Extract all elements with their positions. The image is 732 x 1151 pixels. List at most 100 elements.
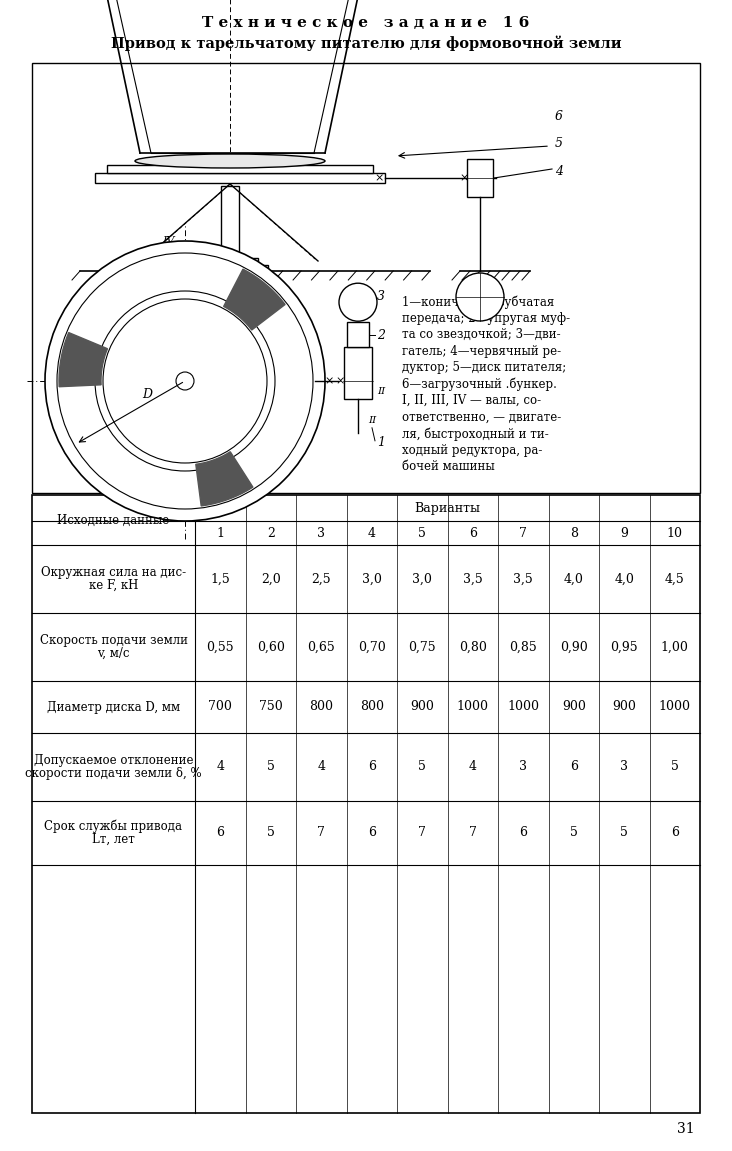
Text: 1,00: 1,00: [661, 640, 689, 654]
Text: Скорость подачи земли: Скорость подачи земли: [40, 634, 187, 647]
Text: 31: 31: [677, 1122, 695, 1136]
Text: М: М: [353, 298, 363, 306]
Bar: [467, 159, 493, 197]
Text: 9: 9: [620, 526, 628, 540]
Text: 2,5: 2,5: [311, 572, 331, 586]
Text: ×: ×: [324, 376, 334, 386]
Text: 8: 8: [569, 526, 578, 540]
Text: Варианты: Варианты: [414, 502, 480, 514]
Text: D: D: [142, 388, 152, 401]
Circle shape: [103, 299, 267, 463]
Text: Т е х н и ч е с к о е   з а д а н и е   1 6: Т е х н и ч е с к о е з а д а н и е 1 6: [202, 16, 530, 30]
Text: 7: 7: [468, 826, 477, 839]
Circle shape: [57, 253, 313, 509]
Text: 1,5: 1,5: [210, 572, 230, 586]
Text: передача; 2—упругая муф-: передача; 2—упругая муф-: [402, 312, 570, 325]
Text: 4,5: 4,5: [665, 572, 684, 586]
Text: Окружная сила на дис-: Окружная сила на дис-: [41, 566, 186, 579]
Bar: [221, 186, 239, 270]
Text: бочей машины: бочей машины: [402, 460, 495, 473]
Text: 0,85: 0,85: [509, 640, 537, 654]
Bar: [192, 265, 268, 273]
Text: Lт, лет: Lт, лет: [92, 833, 135, 846]
Polygon shape: [224, 269, 285, 330]
Text: 4: 4: [367, 526, 376, 540]
Text: 900: 900: [562, 701, 586, 714]
Text: 6: 6: [216, 826, 224, 839]
Polygon shape: [196, 451, 253, 506]
Text: 10: 10: [667, 526, 683, 540]
Text: II: II: [377, 387, 385, 396]
Circle shape: [45, 241, 325, 521]
Text: I, II, III, IV — валы, со-: I, II, III, IV — валы, со-: [402, 394, 541, 407]
Text: 700: 700: [209, 701, 232, 714]
Polygon shape: [59, 333, 108, 387]
Text: 4: 4: [555, 165, 563, 177]
Text: II: II: [368, 417, 376, 426]
Text: 1—коническая зубчатая: 1—коническая зубчатая: [402, 295, 554, 308]
Text: Срок службы привода: Срок службы привода: [45, 820, 182, 833]
Text: дуктор; 5—диск питателя;: дуктор; 5—диск питателя;: [402, 361, 567, 374]
Bar: [107, 165, 373, 173]
Text: ответственно, — двигате-: ответственно, — двигате-: [402, 411, 561, 424]
Text: 1000: 1000: [457, 701, 489, 714]
Circle shape: [95, 291, 275, 471]
Text: Исходные данные: Исходные данные: [57, 513, 170, 526]
Text: 0,80: 0,80: [459, 640, 487, 654]
Text: ×: ×: [347, 387, 355, 396]
Text: 5: 5: [569, 826, 578, 839]
Text: 5: 5: [671, 761, 679, 773]
Text: ходный редуктора, ра-: ходный редуктора, ра-: [402, 443, 542, 457]
Text: 3,0: 3,0: [412, 572, 432, 586]
Text: ля, быстроходный и ти-: ля, быстроходный и ти-: [402, 427, 549, 441]
Text: IV: IV: [162, 236, 174, 246]
Bar: [344, 348, 372, 399]
Text: 7: 7: [519, 526, 527, 540]
Text: 3,0: 3,0: [362, 572, 381, 586]
Text: 5: 5: [418, 526, 426, 540]
Text: Привод к тарельчатому питателю для формовочной земли: Привод к тарельчатому питателю для формо…: [111, 36, 621, 51]
Text: 7: 7: [418, 826, 426, 839]
Text: ×: ×: [361, 387, 369, 396]
Text: 750: 750: [259, 701, 283, 714]
Text: 0,65: 0,65: [307, 640, 335, 654]
Text: 800: 800: [359, 701, 384, 714]
Text: 900: 900: [411, 701, 434, 714]
Text: 0,95: 0,95: [610, 640, 638, 654]
Text: 0,75: 0,75: [408, 640, 436, 654]
Text: 5: 5: [555, 137, 563, 150]
Bar: [32, 495, 700, 1113]
Text: 2,0: 2,0: [261, 572, 280, 586]
Text: ×: ×: [374, 173, 384, 183]
Circle shape: [176, 372, 194, 390]
Text: v, м/с: v, м/с: [97, 647, 130, 660]
Circle shape: [456, 273, 504, 321]
Text: 3,5: 3,5: [513, 572, 533, 586]
Text: 3: 3: [377, 290, 385, 303]
Text: 3,5: 3,5: [463, 572, 482, 586]
Text: 1: 1: [377, 436, 385, 449]
Bar: [347, 322, 369, 348]
Text: 6: 6: [555, 109, 563, 122]
Text: 7: 7: [317, 826, 325, 839]
Text: гатель; 4—червячный ре-: гатель; 4—червячный ре-: [402, 344, 561, 358]
Text: Диаметр диска D, мм: Диаметр диска D, мм: [47, 701, 180, 714]
Text: 2: 2: [377, 329, 385, 342]
Bar: [32, 63, 700, 493]
Text: 4,0: 4,0: [614, 572, 634, 586]
Text: 4: 4: [317, 761, 325, 773]
Text: 2: 2: [266, 526, 274, 540]
Text: Допускаемое отклонение: Допускаемое отклонение: [34, 754, 193, 767]
Text: 4: 4: [468, 761, 477, 773]
Bar: [202, 258, 258, 265]
Text: ×: ×: [335, 376, 345, 386]
Text: 900: 900: [612, 701, 636, 714]
Text: 0,90: 0,90: [560, 640, 588, 654]
Text: 5: 5: [620, 826, 628, 839]
Text: 1: 1: [216, 526, 224, 540]
Text: скорости подачи земли δ, %: скорости подачи земли δ, %: [25, 767, 202, 780]
Text: 6: 6: [569, 761, 578, 773]
Text: 6: 6: [367, 761, 376, 773]
Text: 1000: 1000: [659, 701, 691, 714]
Text: 5: 5: [266, 761, 274, 773]
